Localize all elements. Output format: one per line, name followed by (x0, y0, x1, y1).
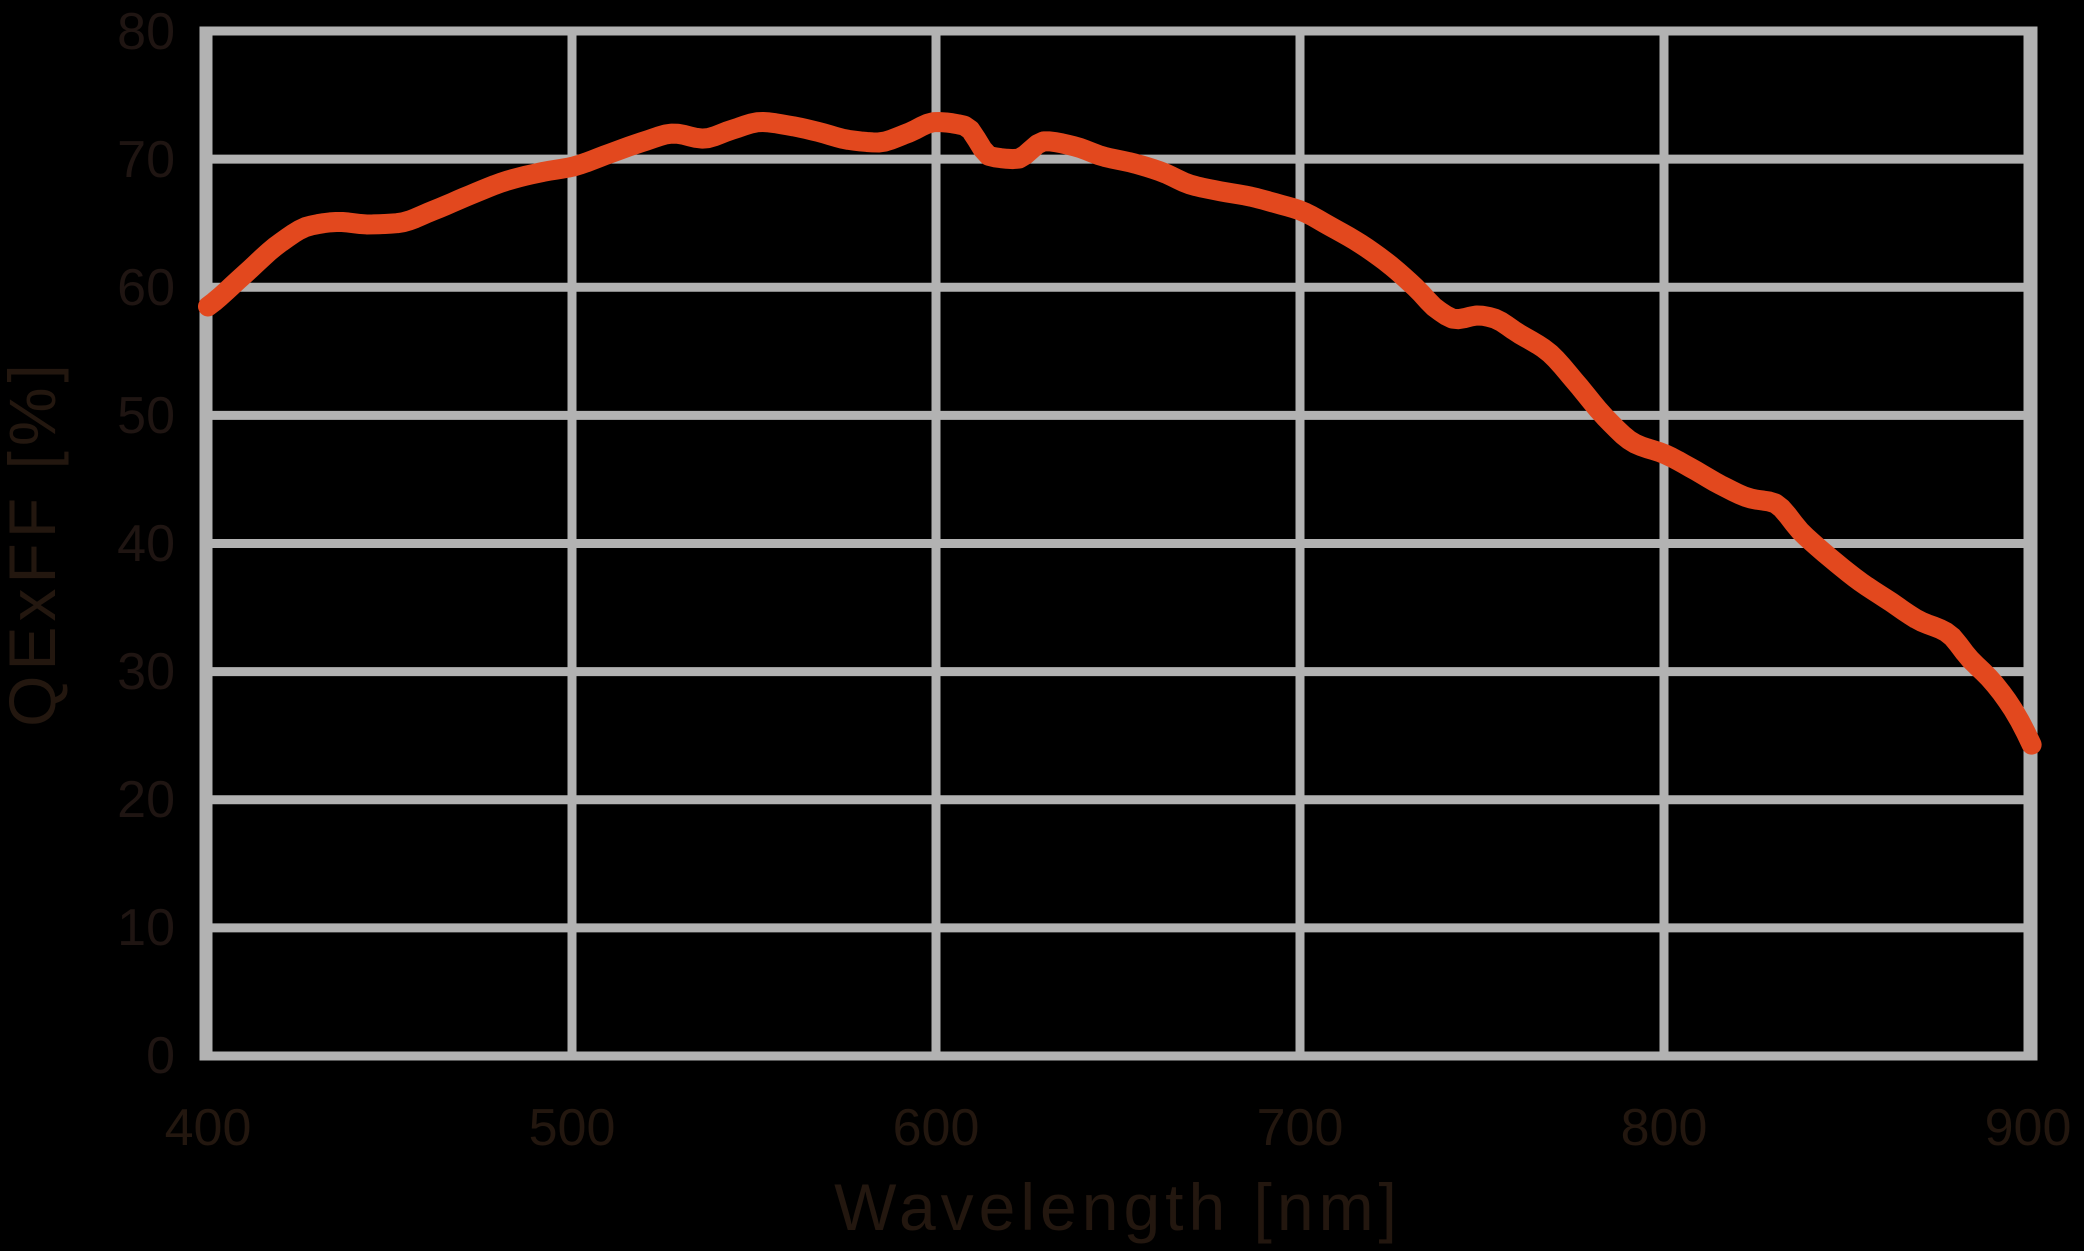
svg-text:50: 50 (117, 387, 175, 445)
svg-text:30: 30 (117, 643, 175, 701)
svg-text:QExFF [%]: QExFF [%] (0, 359, 69, 727)
svg-text:70: 70 (117, 131, 175, 189)
svg-text:40: 40 (117, 515, 175, 573)
svg-text:60: 60 (117, 259, 175, 317)
svg-text:Wavelength [nm]: Wavelength [nm] (834, 1170, 1402, 1244)
svg-text:10: 10 (117, 899, 175, 957)
svg-text:0: 0 (146, 1027, 175, 1085)
svg-text:500: 500 (529, 1099, 616, 1157)
svg-text:20: 20 (117, 771, 175, 829)
svg-text:80: 80 (117, 3, 175, 61)
svg-text:400: 400 (165, 1099, 252, 1157)
svg-text:900: 900 (1985, 1099, 2072, 1157)
svg-text:800: 800 (1621, 1099, 1708, 1157)
svg-text:700: 700 (1257, 1099, 1344, 1157)
svg-text:600: 600 (893, 1099, 980, 1157)
